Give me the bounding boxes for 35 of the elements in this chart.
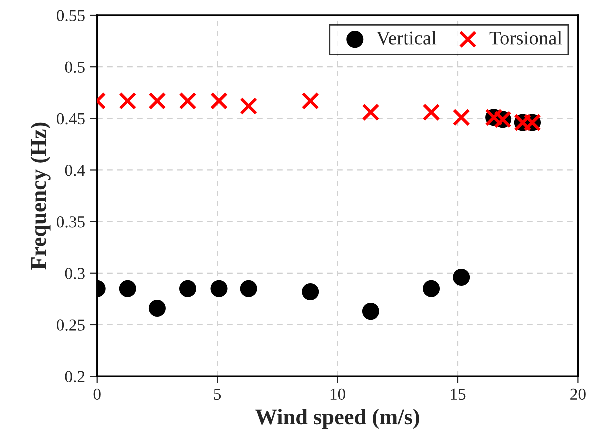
y-tick-label: 0.35 xyxy=(57,216,85,228)
y-axis-title: Frequency (Hz) xyxy=(30,122,51,270)
point xyxy=(302,92,320,110)
legend-label: Torsional xyxy=(490,31,562,45)
point xyxy=(453,269,470,286)
point xyxy=(423,280,440,298)
y-tick-label: 0.4 xyxy=(65,164,86,176)
x-tick-label: 10 xyxy=(330,388,346,400)
point xyxy=(119,92,137,110)
y-tick-label: 0.5 xyxy=(65,62,85,74)
point xyxy=(422,104,440,122)
x-axis-title: Wind speed (m/s) xyxy=(256,409,420,430)
point xyxy=(362,104,380,122)
point xyxy=(148,92,166,110)
point xyxy=(302,283,320,300)
point xyxy=(179,280,196,298)
point xyxy=(452,108,470,126)
point xyxy=(240,97,258,116)
point xyxy=(240,280,258,298)
y-tick-label: 0.55 xyxy=(57,10,85,22)
y-tick-label: 0.3 xyxy=(65,268,85,280)
legend-label: Vertical xyxy=(376,31,437,45)
point xyxy=(362,303,380,320)
y-tick-label: 0.2 xyxy=(65,371,85,383)
x-tick-label: 20 xyxy=(570,388,586,400)
y-tick-label: 0.25 xyxy=(57,320,85,331)
x-tick-label: 0 xyxy=(94,388,101,400)
x-tick-label: 5 xyxy=(214,389,222,400)
point xyxy=(179,92,197,110)
point xyxy=(119,280,136,298)
y-tick-label: 0.45 xyxy=(57,113,85,125)
x-tick-label: 15 xyxy=(451,388,466,400)
point xyxy=(148,300,166,317)
point xyxy=(210,92,228,110)
point xyxy=(210,280,228,298)
